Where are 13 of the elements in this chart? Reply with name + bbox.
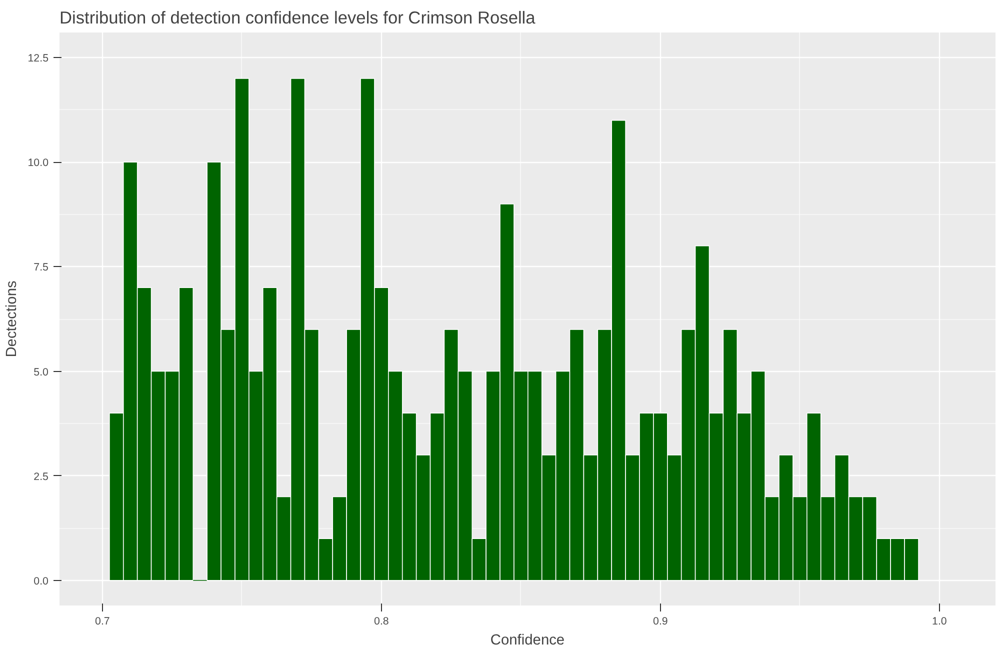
y-tick-label: 5.0 <box>34 366 49 378</box>
y-tick-label: 7.5 <box>34 262 49 274</box>
y-tick-label: 2.5 <box>34 470 49 483</box>
y-tick-label: 0.0 <box>34 575 49 588</box>
chart-title: Distribution of detection confidence levels for Crimson Rosella <box>60 8 536 28</box>
y-tick-label: 12.5 <box>28 52 49 65</box>
x-tick-label: 1.0 <box>932 616 947 628</box>
y-tick-label: 10.0 <box>28 157 49 170</box>
y-axis-title: Dectections <box>4 280 20 358</box>
x-tick-label: 0.7 <box>95 616 110 628</box>
x-tick-label: 0.8 <box>374 616 389 628</box>
x-tick-label: 0.9 <box>653 616 668 628</box>
x-axis-title: Confidence <box>490 632 565 648</box>
